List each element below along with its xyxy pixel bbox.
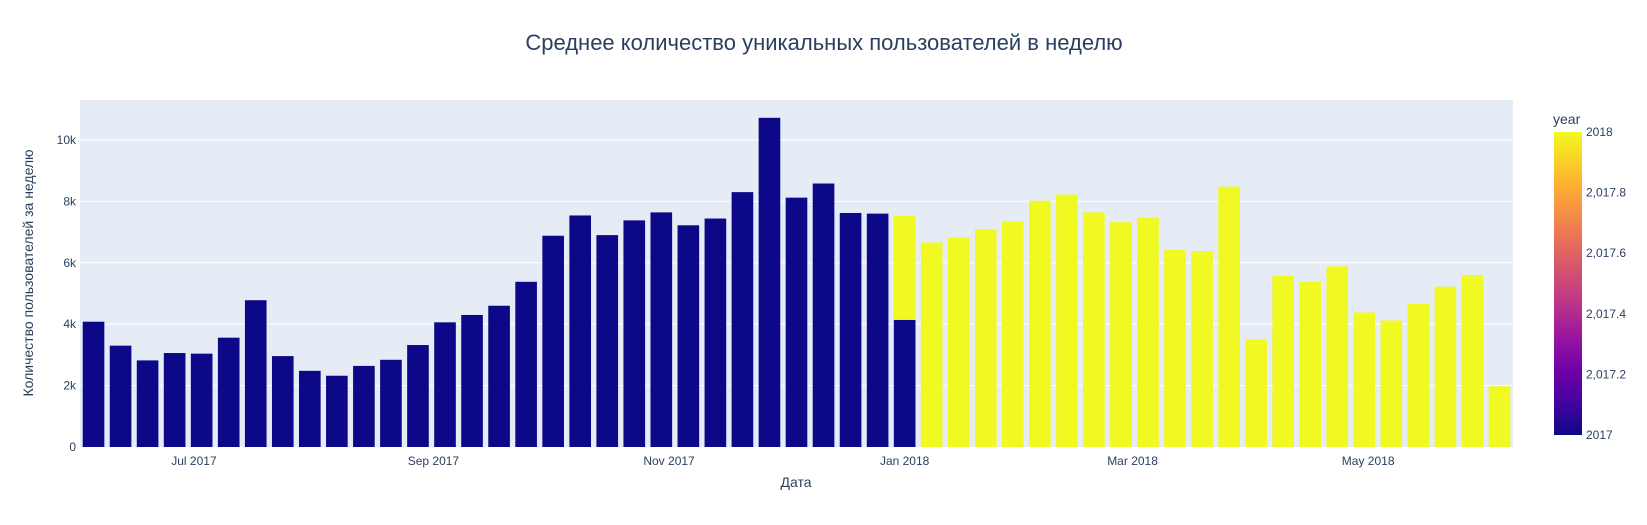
bar-2018	[1056, 194, 1078, 447]
bar-2018	[1001, 221, 1024, 447]
bar-2018	[1380, 320, 1403, 447]
colorbar-tick-label: 2,017.8	[1586, 186, 1626, 200]
colorbar-tick-label: 2017	[1586, 428, 1613, 442]
bar-2017	[326, 375, 348, 447]
bar-2017	[569, 215, 592, 447]
bar-2018	[1272, 275, 1294, 447]
x-tick-label: Nov 2017	[643, 454, 695, 468]
bar-2018	[947, 237, 970, 447]
bar-2018	[1110, 222, 1132, 447]
bar-2017	[812, 183, 835, 447]
bar-2017	[839, 213, 862, 447]
bar-2018	[1029, 200, 1051, 447]
x-axis-title: Дата	[780, 474, 811, 490]
bar-2017	[461, 314, 483, 447]
y-tick-label: 4k	[63, 317, 77, 331]
bar-2018	[920, 242, 943, 447]
y-axis-title: Количество пользователей за неделю	[20, 149, 36, 396]
bar-2018	[1353, 312, 1376, 447]
x-tick-label: Jan 2018	[880, 454, 930, 468]
y-tick-label: 8k	[63, 194, 77, 208]
bar-2018	[1488, 386, 1511, 447]
colorbar-tick-label: 2,017.6	[1586, 246, 1626, 260]
bar-2017	[380, 359, 402, 447]
bar-2018	[1434, 286, 1457, 447]
colorbar: year 20172,017.22,017.42,017.62,017.8201…	[1553, 111, 1626, 442]
bar-2017	[866, 213, 889, 447]
bar-2017	[704, 218, 727, 447]
bar-2017	[271, 356, 294, 447]
bar-2018	[1164, 249, 1186, 447]
x-tick-label: Sep 2017	[408, 454, 460, 468]
bar-2017	[353, 365, 375, 447]
bar-2017	[190, 353, 213, 447]
bar-2017	[893, 319, 916, 447]
bar-2018	[974, 228, 997, 447]
bars	[82, 117, 1511, 448]
y-tick-label: 0	[69, 440, 76, 454]
bar-2017	[136, 360, 159, 447]
x-tick-label: Mar 2018	[1107, 454, 1158, 468]
colorbar-tick-label: 2018	[1586, 125, 1613, 139]
bar-2018	[1218, 186, 1240, 447]
bar-2018	[1137, 217, 1159, 447]
bar-2017	[109, 345, 132, 447]
bar-2017	[542, 235, 564, 447]
bar-2017	[244, 300, 267, 447]
bar-2017	[217, 337, 240, 447]
bar-2018	[1191, 251, 1213, 447]
bar-2017	[596, 235, 619, 447]
colorbar-title: year	[1553, 111, 1581, 127]
bar-2017	[82, 321, 105, 447]
bar-2017	[515, 281, 537, 447]
y-tick-label: 2k	[63, 379, 77, 393]
y-tick-label: 6k	[63, 256, 77, 270]
x-tick-label: Jul 2017	[171, 454, 217, 468]
bar-2018	[1461, 275, 1484, 447]
colorbar-tick-label: 2,017.4	[1586, 307, 1626, 321]
x-axis-ticks: Jul 2017 Sep 2017 Nov 2017 Jan 2018 Mar 2018…	[171, 454, 1395, 468]
bar-2018	[1407, 303, 1430, 447]
colorbar-tick-label: 2,017.2	[1586, 367, 1626, 381]
bar-2018	[893, 216, 916, 320]
colorbar-ticks: 2017 2,017.2 2,017.4 2,017.6 2,017.8 2018	[1586, 125, 1626, 442]
bar-2018	[1245, 339, 1267, 447]
bar-2017	[677, 225, 700, 447]
bar-2017	[407, 345, 429, 447]
bar-2017	[785, 197, 808, 447]
bar-2017	[299, 370, 321, 447]
bar-2017	[650, 212, 673, 447]
x-tick-label: May 2018	[1342, 454, 1395, 468]
chart-title: Среднее количество уникальных пользовате…	[525, 30, 1122, 55]
bar-2017	[731, 192, 754, 447]
colorbar-scale	[1554, 132, 1582, 435]
bar-2017	[758, 117, 781, 448]
bar-2017	[163, 353, 186, 447]
bar-2018	[1083, 212, 1105, 447]
bar-2018	[1326, 266, 1349, 447]
bar-2018	[1299, 281, 1322, 447]
y-tick-label: 10k	[57, 133, 77, 147]
y-axis-ticks: 0 2k 4k 6k 8k 10k	[57, 133, 77, 454]
bar-2017	[488, 305, 510, 447]
bar-2017	[434, 322, 456, 447]
bar-2017	[623, 220, 646, 447]
